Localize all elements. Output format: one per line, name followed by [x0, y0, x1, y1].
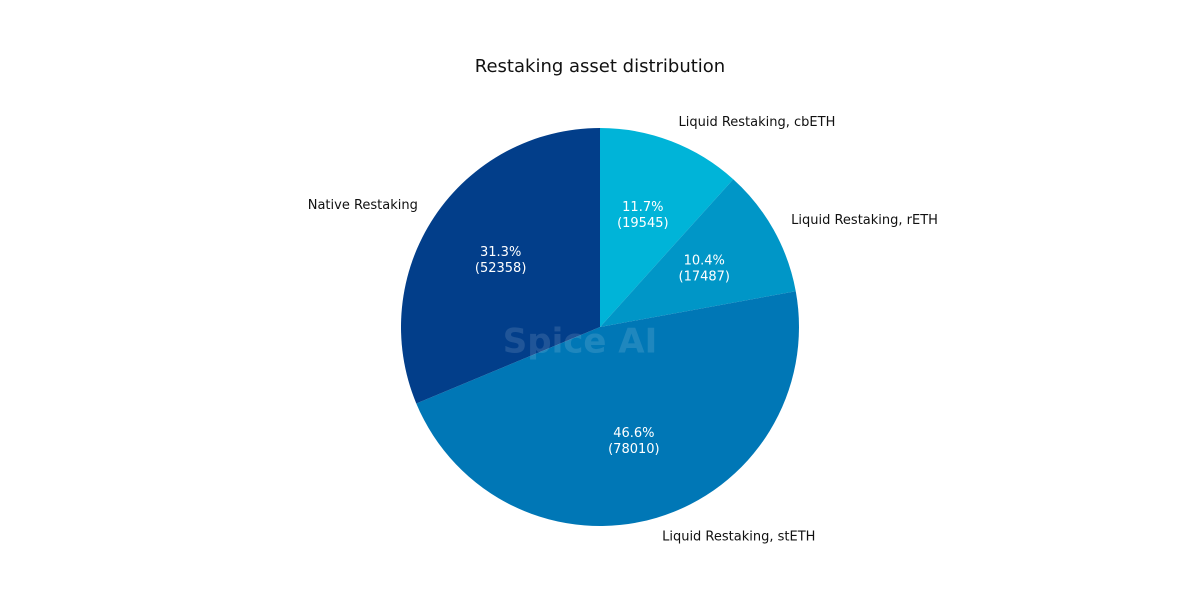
pie-slice: [600, 179, 796, 327]
percent-label: 46.6%: [613, 426, 654, 441]
value-label: (19545): [617, 216, 669, 231]
category-label: Liquid Restaking, cbETH: [679, 115, 836, 130]
pie-slice: [400, 128, 600, 404]
pie-slice: [416, 291, 799, 526]
category-label: Native Restaking: [308, 198, 418, 213]
value-label: (78010): [608, 442, 660, 457]
value-label: (17487): [679, 269, 731, 284]
percent-label: 10.4%: [684, 253, 725, 268]
percent-label: 31.3%: [480, 245, 521, 260]
value-label: (52358): [475, 261, 527, 276]
chart-title: Restaking asset distribution: [475, 56, 725, 77]
category-label: Liquid Restaking, rETH: [791, 213, 938, 228]
watermark: Spice AI: [503, 322, 658, 362]
category-label: Liquid Restaking, stETH: [662, 529, 815, 544]
pie-slice: [600, 128, 734, 327]
percent-label: 11.7%: [622, 200, 663, 215]
